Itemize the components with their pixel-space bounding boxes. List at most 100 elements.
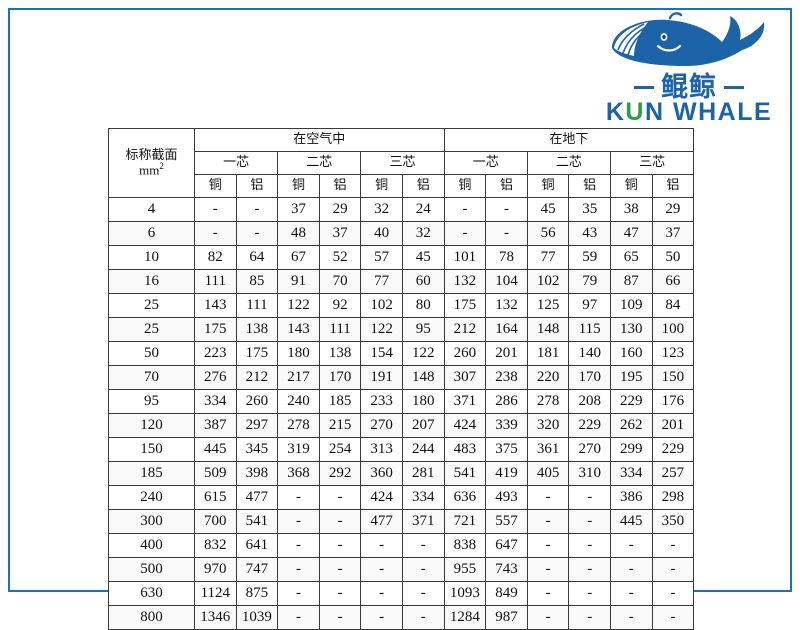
cell-value: 849 xyxy=(485,581,528,606)
cell-value: 371 xyxy=(443,389,487,414)
cell-value: 79 xyxy=(568,269,611,294)
header-metal-7: 铝 xyxy=(485,174,528,198)
cell-value: 345 xyxy=(235,437,279,462)
cell-nominal-section: 800 xyxy=(108,605,195,630)
cell-nominal-section: 500 xyxy=(108,557,195,582)
cell-value: 102 xyxy=(526,269,570,294)
table-row: 800 1346 1039- - - -1284 987- - - - xyxy=(108,605,695,630)
cell-value: - xyxy=(360,581,403,606)
cell-value: 1124 xyxy=(194,581,237,606)
cell-value: - xyxy=(485,221,528,246)
header-metal-4: 铜 xyxy=(360,174,403,198)
cell-value: 368 xyxy=(277,461,320,486)
logo-english-name: KUN WHALE xyxy=(600,100,778,125)
cell-value: 122 xyxy=(277,293,320,318)
cell-value: 150 xyxy=(651,365,695,390)
cell-value: 201 xyxy=(485,341,528,366)
cell-value: - xyxy=(194,221,237,246)
header-metal-0: 铜 xyxy=(194,174,237,198)
cell-value: 130 xyxy=(609,317,653,342)
cell-value: 47 xyxy=(609,221,653,246)
cell-value: 123 xyxy=(651,341,695,366)
cell-value: 87 xyxy=(609,269,653,294)
cell-value: 445 xyxy=(609,509,653,534)
cell-value: 307 xyxy=(443,365,487,390)
cell-value: 29 xyxy=(651,197,695,222)
cell-value: - xyxy=(318,581,362,606)
cell-value: - xyxy=(194,197,237,222)
table-row: 50 223 175 180 138 154 122 260 201 181 140 160 123 xyxy=(108,341,695,366)
logo-dash-right xyxy=(724,85,744,89)
cell-value: 350 xyxy=(651,509,695,534)
cell-value: 215 xyxy=(318,413,362,438)
cell-value: 557 xyxy=(485,509,528,534)
cell-value: - xyxy=(609,557,653,582)
brand-logo: 鲲鲸 KUN WHALE xyxy=(600,10,778,125)
cell-value: 48 xyxy=(277,221,320,246)
logo-dash-left xyxy=(634,85,654,89)
cell-nominal-section: 300 xyxy=(108,509,195,534)
cell-value: 509 xyxy=(194,461,237,486)
cell-nominal-section: 630 xyxy=(108,581,195,606)
cell-value: 223 xyxy=(194,341,237,366)
cell-value: 50 xyxy=(651,245,695,270)
cell-value: 32 xyxy=(401,221,445,246)
cell-value: 35 xyxy=(568,197,611,222)
cell-value: 276 xyxy=(194,365,237,390)
cell-value: 80 xyxy=(401,293,445,318)
cell-value: 109 xyxy=(609,293,653,318)
cell-value: 445 xyxy=(194,437,237,462)
cell-value: 320 xyxy=(526,413,570,438)
cell-value: 77 xyxy=(526,245,570,270)
cell-value: 244 xyxy=(401,437,445,462)
table-row: 25 175 138 143 111 122 95 212 164 148 115 130 100 xyxy=(108,317,695,342)
cell-value: 111 xyxy=(318,317,362,342)
cell-value: 334 xyxy=(609,461,653,486)
cell-value: 238 xyxy=(485,365,528,390)
cell-value: - xyxy=(568,509,611,534)
cell-value: 260 xyxy=(443,341,487,366)
cell-value: 38 xyxy=(609,197,653,222)
cell-value: - xyxy=(401,605,445,630)
table-row: 500 970 747- - - -955 743- - - - xyxy=(108,557,695,582)
cell-value: 84 xyxy=(651,293,695,318)
cell-nominal-section: 185 xyxy=(108,461,195,486)
cell-value: 334 xyxy=(401,485,445,510)
cell-value: 955 xyxy=(443,557,487,582)
cell-value: 91 xyxy=(277,269,320,294)
table-row: 300 700 541- -477 371 721 557- -445 350 xyxy=(108,509,695,534)
cell-value: 111 xyxy=(235,293,279,318)
header-core-3: 一芯 xyxy=(443,151,528,175)
table-row: 185 509 398 368 292 360 281 541 419 405 310 334 257 xyxy=(108,461,695,486)
cell-nominal-section: 10 xyxy=(108,245,195,270)
logo-en-u: U xyxy=(625,98,645,126)
cell-value: 185 xyxy=(318,389,362,414)
cell-value: - xyxy=(651,581,695,606)
cell-value: 175 xyxy=(235,341,279,366)
cell-value: - xyxy=(568,533,611,558)
cell-value: 229 xyxy=(568,413,611,438)
cell-nominal-section: 6 xyxy=(108,221,195,246)
cell-value: 217 xyxy=(277,365,320,390)
cell-value: 24 xyxy=(401,197,445,222)
cell-value: 875 xyxy=(235,581,279,606)
header-core-4: 二芯 xyxy=(526,151,611,175)
cell-value: 477 xyxy=(360,509,403,534)
logo-chinese-name: 鲲鲸 xyxy=(661,71,717,103)
cell-value: 85 xyxy=(235,269,279,294)
cell-nominal-section: 400 xyxy=(108,533,195,558)
header-row-group: 标称截面 mm2 在空气中 在地下 xyxy=(108,128,695,198)
cell-value: - xyxy=(526,509,570,534)
cell-value: - xyxy=(277,557,320,582)
cell-value: 360 xyxy=(360,461,403,486)
cell-value: 170 xyxy=(568,365,611,390)
cell-value: 319 xyxy=(277,437,320,462)
cell-value: 138 xyxy=(318,341,362,366)
header-metal-11: 铝 xyxy=(651,174,695,198)
cell-value: 483 xyxy=(443,437,487,462)
cell-value: 65 xyxy=(609,245,653,270)
cell-value: - xyxy=(360,605,403,630)
table-row: 120 387 297 278 215 270 207 424 339 320 229 262 201 xyxy=(108,413,695,438)
table-row: 400 832 641- - - -838 647- - - - xyxy=(108,533,695,558)
cell-value: 1039 xyxy=(235,605,279,630)
